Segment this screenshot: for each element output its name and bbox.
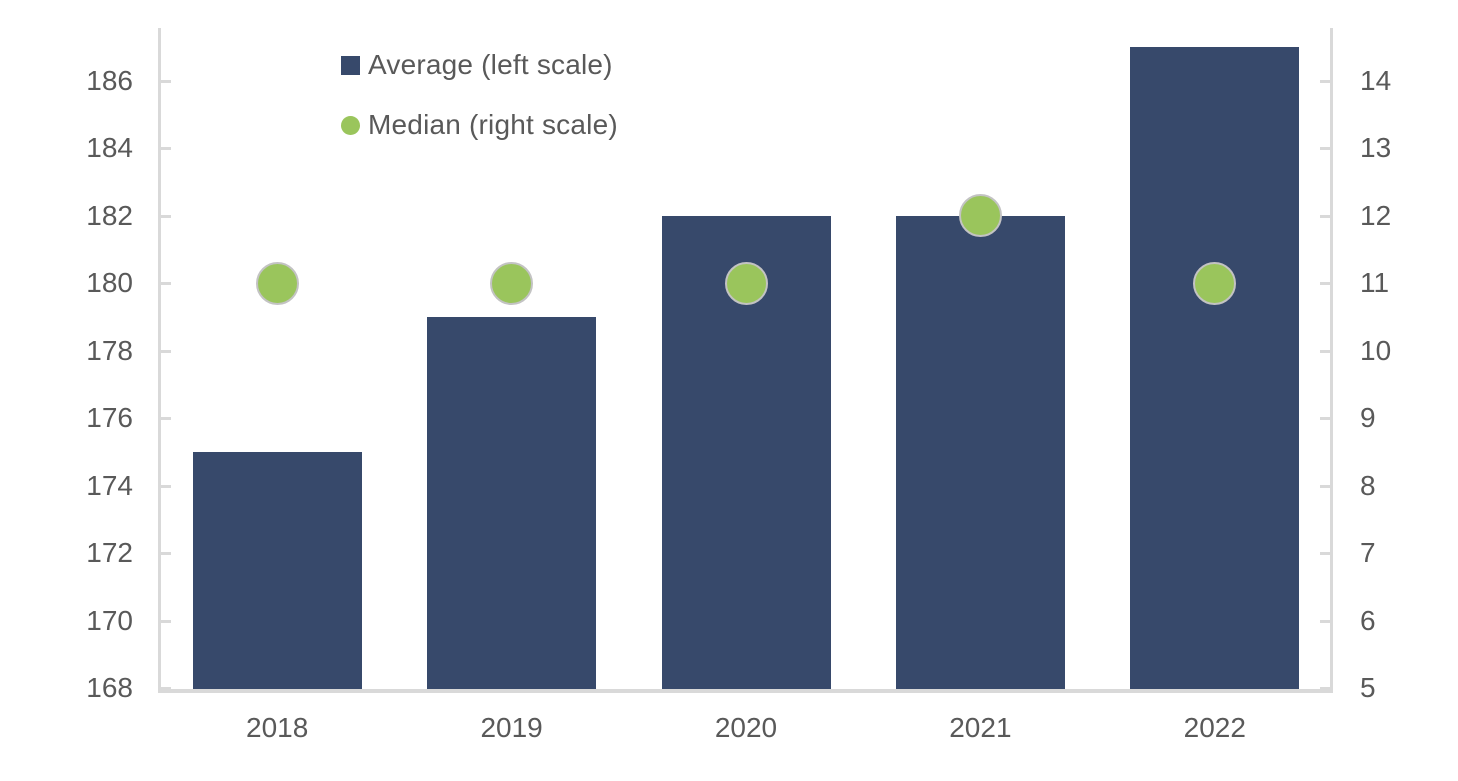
bar-2018 bbox=[192, 451, 362, 690]
right-axis-line bbox=[1330, 28, 1333, 692]
left-axis-tick bbox=[161, 484, 171, 488]
left-axis-tick-label: 168 bbox=[86, 672, 133, 703]
median-dot-2021 bbox=[958, 194, 1002, 237]
median-dot-2020 bbox=[724, 261, 768, 305]
left-axis-tick-label: 170 bbox=[86, 604, 133, 636]
legend-item-average: Average (left scale) bbox=[341, 44, 618, 86]
left-axis-tick bbox=[161, 79, 171, 83]
left-axis-tick bbox=[161, 282, 171, 285]
right-axis-tick-label: 14 bbox=[1360, 64, 1392, 96]
right-axis-tick bbox=[1320, 349, 1330, 353]
right-axis-tick bbox=[1320, 147, 1330, 150]
left-axis-tick bbox=[161, 349, 171, 353]
right-axis-tick bbox=[1320, 687, 1330, 690]
right-axis-tick bbox=[1320, 552, 1330, 555]
right-axis-tick-label: 13 bbox=[1360, 132, 1392, 163]
bar-2019 bbox=[427, 316, 597, 690]
left-axis-line bbox=[158, 28, 161, 692]
right-axis-tick bbox=[1320, 79, 1330, 83]
left-axis-tick bbox=[161, 619, 171, 623]
left-axis-tick-label: 186 bbox=[86, 64, 133, 96]
x-axis-label-2021: 2021 bbox=[949, 712, 1012, 743]
left-axis-tick bbox=[161, 552, 171, 555]
legend: Average (left scale) Median (right scale… bbox=[341, 44, 618, 164]
left-axis-tick-label: 176 bbox=[86, 402, 133, 433]
left-axis-tick-label: 184 bbox=[86, 132, 133, 163]
right-axis-tick-label: 5 bbox=[1360, 672, 1376, 703]
x-axis-label-2020: 2020 bbox=[714, 712, 778, 743]
average-square-swatch-icon bbox=[341, 55, 360, 75]
left-axis-tick bbox=[161, 417, 171, 420]
median-dot-2022 bbox=[1193, 261, 1237, 305]
left-axis-tick bbox=[161, 687, 171, 690]
left-axis-tick-label: 180 bbox=[86, 267, 133, 298]
right-axis-tick-label: 7 bbox=[1360, 537, 1376, 568]
bar-2022 bbox=[1130, 46, 1300, 690]
right-axis-tick bbox=[1320, 214, 1330, 218]
x-axis-label-2019: 2019 bbox=[480, 712, 543, 743]
left-axis-tick bbox=[161, 214, 171, 218]
x-axis-label-2018: 2018 bbox=[246, 712, 309, 743]
left-axis-tick bbox=[161, 147, 171, 150]
right-axis-tick-label: 12 bbox=[1360, 199, 1392, 231]
right-axis-tick bbox=[1320, 484, 1330, 488]
right-axis-tick-label: 10 bbox=[1360, 334, 1392, 366]
right-axis-tick bbox=[1320, 417, 1330, 420]
left-axis-tick-label: 172 bbox=[86, 537, 133, 568]
bar-2021 bbox=[895, 215, 1065, 690]
median-dot-2019 bbox=[490, 261, 534, 305]
legend-item-median: Median (right scale) bbox=[341, 104, 618, 146]
bottom-axis-line bbox=[158, 689, 1333, 693]
right-axis-tick bbox=[1320, 619, 1330, 623]
right-axis-tick-label: 9 bbox=[1360, 402, 1376, 433]
left-axis-tick-label: 174 bbox=[86, 469, 133, 501]
right-axis-tick-label: 8 bbox=[1360, 469, 1376, 501]
legend-label-average: Average (left scale) bbox=[368, 49, 613, 80]
median-dot-2018 bbox=[255, 261, 299, 305]
x-axis-label-2022: 2022 bbox=[1183, 712, 1246, 743]
legend-label-median: Median (right scale) bbox=[368, 109, 618, 140]
right-axis-tick bbox=[1320, 282, 1330, 285]
right-axis-tick-label: 11 bbox=[1360, 267, 1390, 298]
median-circle-swatch-icon bbox=[341, 115, 360, 135]
left-axis-tick-label: 178 bbox=[86, 334, 133, 366]
left-axis-tick-label: 182 bbox=[86, 199, 133, 231]
right-axis-tick-label: 6 bbox=[1360, 604, 1376, 636]
